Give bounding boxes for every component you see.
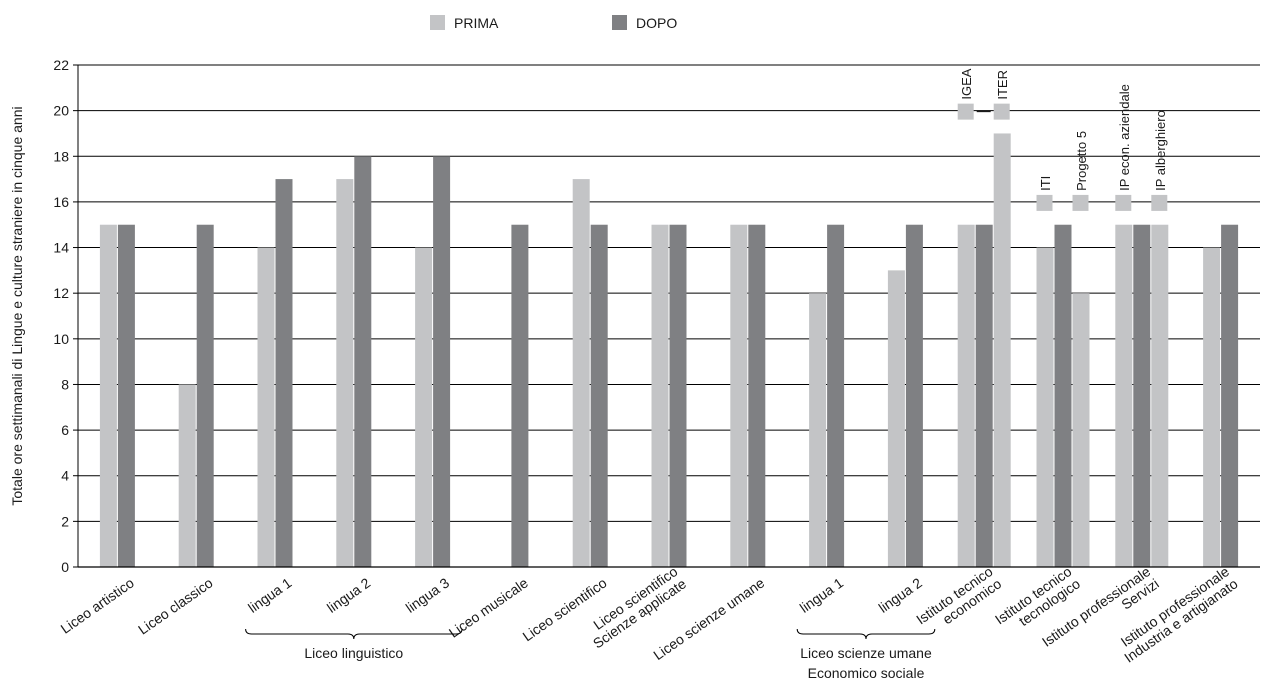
y-tick-label: 8 bbox=[61, 376, 69, 392]
grid-layer bbox=[78, 64, 1260, 568]
legend-label-dopo: DOPO bbox=[636, 15, 677, 31]
variant-label: IGEA bbox=[959, 68, 974, 99]
variant-label: ITER bbox=[995, 70, 1010, 100]
bar-prima bbox=[887, 270, 905, 567]
bar-prima bbox=[651, 224, 669, 567]
x-tick-label: Liceo musicale bbox=[446, 574, 531, 640]
bar-dopo bbox=[1221, 224, 1239, 567]
bar-prima-progetto-5 bbox=[1072, 293, 1090, 567]
bar-dopo bbox=[905, 224, 923, 567]
legend-swatch-dopo bbox=[612, 15, 627, 30]
variant-marker bbox=[1072, 194, 1089, 211]
bar-prima bbox=[178, 384, 196, 567]
x-tick-label: Liceo classico bbox=[135, 574, 216, 637]
group-brace bbox=[796, 628, 936, 640]
x-tick-label: Istituto tecnicoeconomico bbox=[913, 563, 1004, 640]
bar-prima bbox=[730, 224, 748, 567]
x-tick-label: lingua 3 bbox=[403, 574, 453, 615]
bar-prima-ip-econ-aziendale bbox=[1115, 224, 1133, 567]
bar-layer bbox=[99, 133, 1239, 568]
x-tick-label-line: Liceo artistico bbox=[58, 574, 137, 636]
y-tick-label: 18 bbox=[53, 148, 69, 164]
bar-prima-igea bbox=[957, 224, 975, 567]
group-label: Liceo linguistico bbox=[304, 645, 403, 661]
y-tick-label: 0 bbox=[61, 559, 69, 575]
bar-dopo bbox=[1133, 224, 1151, 567]
y-tick-label: 2 bbox=[61, 513, 69, 529]
bar-prima-iti bbox=[1036, 247, 1054, 567]
group-label: Economico sociale bbox=[808, 665, 925, 681]
bar-prima bbox=[572, 179, 590, 567]
bar-dopo bbox=[354, 156, 372, 568]
variant-marker bbox=[1151, 194, 1168, 211]
annotation-layer: IGEA ITER ITI Progetto 5 IP econ. aziendale I… bbox=[957, 68, 1168, 211]
bar-prima-ip-alberghiero bbox=[1151, 224, 1169, 567]
variant-marker bbox=[1036, 194, 1053, 211]
bar-dopo bbox=[433, 156, 451, 568]
bar-dopo bbox=[275, 179, 293, 567]
bar-prima bbox=[336, 179, 354, 567]
x-tick-label: lingua 1 bbox=[245, 574, 295, 615]
y-tick-label: 20 bbox=[53, 103, 69, 119]
x-tick-label-line: lingua 1 bbox=[797, 574, 847, 615]
bar-dopo bbox=[1054, 224, 1072, 567]
x-tick-label-line: lingua 2 bbox=[876, 574, 926, 615]
bar-prima bbox=[809, 293, 827, 567]
x-tick-label-line: Liceo musicale bbox=[446, 574, 531, 640]
bar-dopo bbox=[669, 224, 687, 567]
x-tick-label: lingua 2 bbox=[876, 574, 926, 615]
variant-marker bbox=[957, 103, 974, 120]
variant-label: IP alberghiero bbox=[1153, 110, 1168, 191]
x-tick-label-line: lingua 2 bbox=[324, 574, 374, 615]
x-tick-label: lingua 2 bbox=[324, 574, 374, 615]
bar-prima bbox=[415, 247, 433, 567]
bar-prima bbox=[1203, 247, 1221, 567]
x-tick-label-line: lingua 1 bbox=[245, 574, 295, 615]
bar-dopo bbox=[975, 224, 993, 567]
y-tick-label: 14 bbox=[53, 240, 69, 256]
y-tick-label: 4 bbox=[61, 468, 69, 484]
y-tick-label: 6 bbox=[61, 422, 69, 438]
variant-marker bbox=[1115, 194, 1132, 211]
variant-label: ITI bbox=[1038, 176, 1053, 191]
bar-prima bbox=[257, 247, 275, 567]
bar-prima bbox=[99, 224, 117, 567]
legend-swatch-prima bbox=[430, 15, 445, 30]
bar-dopo bbox=[117, 224, 135, 567]
y-tick-label: 12 bbox=[53, 285, 69, 301]
bar-dopo bbox=[748, 224, 766, 567]
bar-dopo bbox=[827, 224, 845, 567]
group-brace bbox=[245, 628, 463, 640]
bar-dopo bbox=[196, 224, 214, 567]
y-axis-title: Totale ore settimanali di Lingue e cultu… bbox=[9, 106, 25, 505]
variant-label: Progetto 5 bbox=[1074, 131, 1089, 191]
variant-label: IP econ. aziendale bbox=[1117, 84, 1132, 191]
x-tick-label-line: lingua 3 bbox=[403, 574, 453, 615]
bar-dopo bbox=[511, 224, 529, 567]
legend: PRIMA DOPO bbox=[430, 15, 677, 31]
x-tick-label: Liceo artistico bbox=[58, 574, 137, 636]
y-tick-label: 10 bbox=[53, 331, 69, 347]
x-tick-label-line: Liceo classico bbox=[135, 574, 216, 637]
bar-prima-iter bbox=[993, 133, 1011, 568]
variant-marker bbox=[993, 103, 1010, 120]
y-tick-label: 22 bbox=[53, 57, 69, 73]
axis-layer: 0 2 4 6 8 10 12 14 16 18 20 22 Totale ore settimanal… bbox=[9, 57, 1260, 681]
x-tick-label: lingua 1 bbox=[797, 574, 847, 615]
bar-dopo bbox=[590, 224, 608, 567]
y-tick-label: 16 bbox=[53, 194, 69, 210]
legend-label-prima: PRIMA bbox=[454, 15, 499, 31]
group-label: Liceo scienze umane bbox=[800, 645, 932, 661]
